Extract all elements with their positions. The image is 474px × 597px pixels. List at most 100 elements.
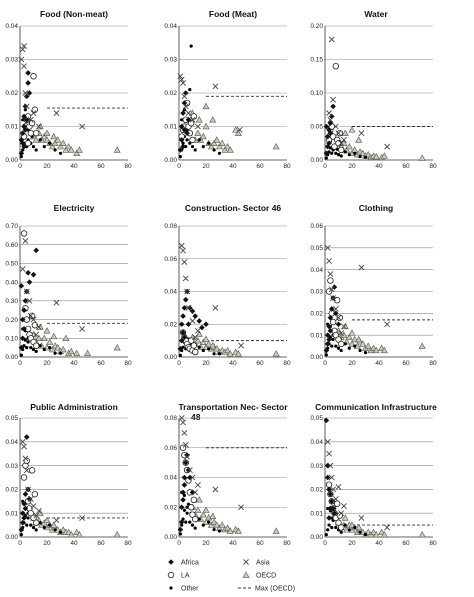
legend-label: Asia	[256, 560, 270, 567]
other-point	[197, 517, 201, 521]
legend-label: Max (OECD)	[255, 586, 295, 593]
y-tick-label: 0.04	[164, 23, 177, 30]
other-point	[212, 352, 216, 356]
x-tick-label: 40	[375, 360, 383, 367]
x-tick-label: 80	[283, 163, 291, 170]
panel-5: Construction- Sector 46 0.00 0.02 0.04 0.06 0…	[164, 203, 291, 367]
oecd-point	[272, 527, 280, 534]
oecd-point	[40, 132, 48, 140]
la-point	[191, 348, 199, 356]
x-tick-label: 20	[202, 360, 210, 367]
other-point	[324, 533, 328, 537]
y-tick-label: 0.08	[164, 223, 177, 230]
la-point	[191, 515, 199, 523]
y-tick-label: 0.02	[164, 504, 177, 511]
africa-point	[21, 143, 27, 150]
other-point	[334, 525, 338, 530]
asia-point	[338, 510, 345, 517]
asia-point	[189, 474, 196, 481]
africa-point	[324, 462, 331, 469]
asia-point	[23, 288, 30, 295]
asia-point	[340, 503, 347, 509]
africa-point	[18, 283, 25, 289]
oecd-point	[272, 142, 280, 150]
la-point	[190, 342, 198, 349]
oecd-point	[232, 126, 240, 133]
oecd-point	[202, 506, 210, 513]
africa-point	[178, 519, 185, 525]
x-tick-label: 40	[70, 163, 78, 170]
africa-point	[22, 505, 29, 512]
x-tick-label: 60	[402, 540, 410, 547]
oecd-point	[226, 527, 234, 534]
panel-title: Water	[364, 9, 388, 19]
other-point	[190, 523, 195, 527]
asia-point	[23, 467, 30, 474]
africa-point	[26, 496, 33, 502]
other-point	[19, 533, 23, 537]
la-point	[28, 119, 36, 127]
asia-point	[182, 103, 189, 110]
africa-point	[326, 140, 332, 147]
asia-point	[185, 110, 192, 117]
africa-point	[180, 489, 186, 496]
africa-point	[21, 326, 27, 332]
africa-point	[178, 337, 185, 344]
oecd-point	[380, 531, 388, 538]
panel-title: Public Administration	[30, 402, 118, 412]
y-tick-label: 0.02	[310, 311, 323, 318]
x-tick-label: 80	[124, 360, 132, 367]
asia-point	[338, 330, 345, 336]
other-point	[184, 520, 188, 524]
other-point	[347, 346, 351, 350]
oecd-point	[234, 350, 242, 357]
other-point	[201, 348, 205, 353]
oecd-point	[50, 132, 58, 140]
legend-item-africa: Africa	[168, 559, 199, 567]
africa-point	[323, 123, 330, 130]
other-point	[29, 523, 33, 527]
oecd-point	[272, 350, 280, 357]
la-point	[187, 504, 195, 511]
asia-point	[30, 503, 37, 509]
panel-title: Electricity	[54, 203, 95, 213]
panel-title: Transportation Nec- Sector	[178, 402, 288, 412]
other-point	[53, 528, 57, 532]
africa-point	[199, 324, 205, 331]
asia-point	[53, 110, 60, 117]
asia-point	[384, 143, 391, 150]
oecd-point	[195, 496, 203, 503]
other-point	[19, 155, 23, 159]
y-tick-label: 0.02	[164, 321, 177, 328]
asia-point	[19, 266, 26, 272]
la-point	[333, 500, 341, 507]
la-point	[33, 519, 40, 526]
africa-point	[326, 323, 332, 330]
other-point	[178, 532, 182, 536]
asia-point	[21, 443, 27, 450]
y-tick-label: 0.00	[164, 157, 177, 164]
x-tick-label: 0	[18, 163, 22, 170]
other-point	[169, 586, 173, 590]
other-point	[207, 347, 211, 351]
asia-point	[330, 295, 337, 301]
africa-point	[178, 123, 185, 130]
y-tick-label: 0.70	[5, 223, 18, 230]
other-point	[34, 528, 38, 532]
asia-point	[194, 327, 201, 334]
legend-label: LA	[181, 573, 190, 580]
la-point	[24, 140, 32, 147]
la-point	[336, 512, 344, 519]
x-tick-label: 40	[229, 163, 237, 170]
asia-point	[22, 455, 29, 462]
other-point	[353, 151, 357, 155]
panel-title: Clothing	[359, 203, 393, 213]
y-tick-label: 0.00	[310, 354, 323, 361]
other-point	[336, 153, 341, 157]
asia-point	[182, 275, 189, 282]
y-tick-label: 0.04	[5, 439, 18, 446]
x-tick-label: 40	[375, 163, 383, 170]
oecd-point	[224, 346, 232, 354]
la-point	[30, 73, 37, 80]
africa-point	[22, 127, 29, 133]
